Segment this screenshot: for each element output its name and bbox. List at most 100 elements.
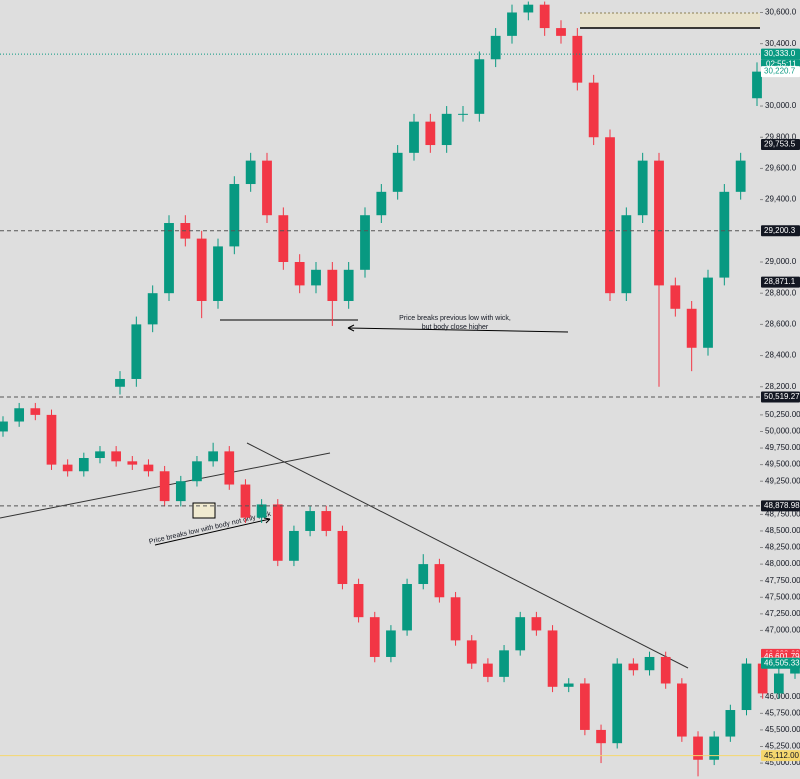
y-tick-label: 48,750.00 — [765, 509, 800, 518]
candle-body — [450, 597, 461, 641]
price-badge-label: 30,220.7 — [764, 67, 796, 76]
arrow-line — [347, 327, 569, 333]
y-tick-label: 30,600.0 — [765, 8, 797, 17]
candle-body — [115, 378, 125, 387]
y-tick-label: 30,400.0 — [765, 39, 797, 48]
candle-body — [434, 564, 445, 598]
candle-body — [337, 530, 348, 585]
candle-body — [294, 262, 305, 286]
candle-body — [418, 564, 429, 585]
candle-body — [240, 484, 251, 518]
candle-body — [547, 630, 558, 687]
candle-body — [741, 663, 752, 711]
candle-body — [523, 4, 534, 13]
candle-body — [466, 640, 477, 664]
annotation: but body close higher — [422, 324, 489, 331]
candle-body — [409, 121, 419, 153]
candle-body — [111, 451, 121, 462]
y-tick-label: 28,200.0 — [765, 382, 797, 391]
price-badge — [761, 657, 800, 669]
candle-body — [556, 28, 566, 36]
y-tick-label: 47,250.00 — [765, 609, 800, 618]
candle-body — [256, 504, 267, 518]
candle-body — [262, 160, 272, 216]
candle-body — [392, 152, 403, 192]
price-badge-label: 46,505.33 — [764, 658, 800, 667]
candle-body — [588, 82, 599, 138]
trend-line — [246, 442, 689, 669]
candle-body — [224, 451, 235, 485]
candle-body — [131, 324, 142, 379]
candle-body — [490, 35, 501, 60]
candle-body — [499, 650, 509, 677]
candle-body — [605, 137, 615, 294]
candle-body — [677, 683, 687, 737]
candle-body — [572, 35, 583, 83]
y-tick-label: 47,750.00 — [765, 576, 800, 585]
price-badge-label: 50,519.27 — [764, 392, 800, 401]
candle-body — [327, 269, 338, 301]
candle-body — [192, 461, 202, 482]
candle-body — [458, 113, 468, 115]
y-tick-label: 45,750.00 — [765, 708, 800, 717]
y-tick-label: 47,500.00 — [765, 592, 800, 601]
candle-body — [621, 215, 632, 294]
candle-body — [159, 471, 170, 502]
price-badge — [761, 225, 800, 237]
candle-body — [376, 191, 387, 216]
y-tick-label: 45,000.00 — [765, 758, 800, 767]
candle-body — [719, 191, 730, 278]
price-badge — [761, 138, 800, 150]
price-badge-label: 29,200.3 — [764, 226, 796, 235]
candle-body — [289, 530, 299, 561]
candle-body — [580, 683, 590, 730]
countdown-badge — [761, 59, 800, 70]
arrow-head — [263, 517, 271, 524]
y-tick-label: 29,400.0 — [765, 195, 797, 204]
candle-body — [735, 160, 746, 192]
y-tick-label: 50,000.00 — [765, 427, 800, 436]
candle-body — [46, 414, 57, 465]
y-tick-label: 49,250.00 — [765, 476, 800, 485]
candle-body — [752, 71, 762, 99]
y-tick-label: 46,000.00 — [765, 692, 800, 701]
candle-body — [637, 160, 648, 216]
y-tick-label: 45,250.00 — [765, 742, 800, 751]
price-badge — [761, 66, 800, 78]
y-tick-label: 48,500.00 — [765, 526, 800, 535]
y-tick-label: 49,750.00 — [765, 443, 800, 452]
candle-body — [725, 710, 736, 737]
candle-body — [30, 408, 41, 415]
annotation: Price breaks previous low with wick, — [399, 315, 511, 322]
price-badge-label: 28,871.1 — [764, 277, 796, 286]
candle-body — [773, 673, 784, 694]
candle-body — [14, 408, 25, 422]
candle-body — [386, 630, 396, 657]
candle-body — [515, 617, 526, 651]
y-tick-label: 29,000.0 — [765, 257, 797, 266]
candle-body — [62, 464, 73, 472]
candle-body — [127, 461, 138, 465]
candle-body — [402, 584, 412, 631]
y-tick-label: 45,500.00 — [765, 725, 800, 734]
candle-body — [343, 269, 354, 301]
price-badge-label: 46,601.79 — [764, 652, 800, 661]
candle-body — [686, 308, 697, 348]
y-tick-label: 30,000.0 — [765, 101, 797, 110]
candle-body — [353, 584, 364, 618]
y-tick-label: 48,250.00 — [765, 543, 800, 552]
arrow-line — [154, 518, 271, 546]
candle-body — [483, 663, 493, 677]
price-badge-label: 30,333.0 — [764, 49, 796, 58]
candle-body — [229, 184, 240, 247]
candle-body — [703, 277, 713, 348]
candle-body — [628, 663, 639, 671]
candle-body — [693, 736, 703, 760]
candle-body — [245, 160, 256, 185]
candle-body — [757, 663, 768, 694]
candle-body — [360, 215, 370, 270]
candle-body — [507, 12, 517, 36]
y-tick-label: 28,800.0 — [765, 288, 797, 297]
